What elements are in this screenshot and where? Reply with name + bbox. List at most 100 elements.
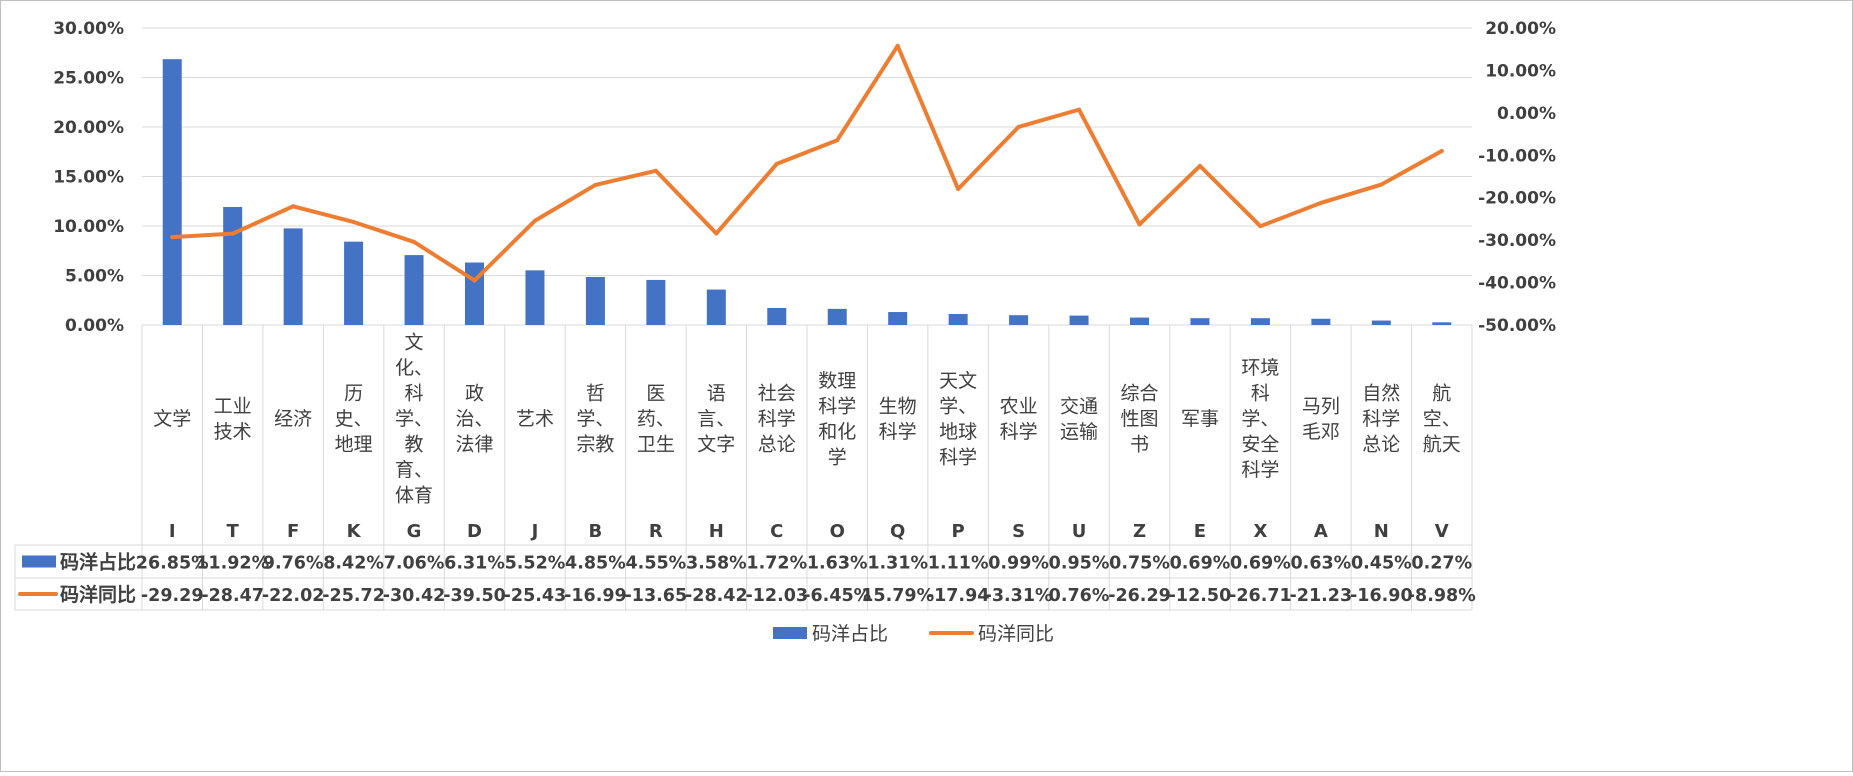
category-label: 马列 xyxy=(1302,395,1340,417)
legend-key-bar xyxy=(773,627,807,639)
right-axis-tick-label: 10.00% xyxy=(1485,61,1556,81)
right-axis-tick-label: 20.00% xyxy=(1485,19,1556,39)
category-code-label: J xyxy=(530,521,539,542)
bar-S xyxy=(1009,315,1029,325)
bar-J xyxy=(525,270,545,325)
table-cell-yoy: -21.23 xyxy=(1290,586,1353,606)
table-cell-yoy: -6.45% xyxy=(803,586,871,606)
category-code-label: D xyxy=(467,521,482,542)
category-label: 毛邓 xyxy=(1302,421,1340,443)
line-point-T xyxy=(230,231,235,236)
table-legend-key-bar xyxy=(22,555,56,568)
category-label: 语 xyxy=(707,383,726,405)
bar-G xyxy=(404,255,424,325)
bar-P xyxy=(948,314,968,325)
bar-K xyxy=(344,241,364,325)
bar-Z xyxy=(1130,317,1149,325)
category-label: 文 xyxy=(405,332,424,354)
category-label: 地球 xyxy=(939,421,977,443)
category-code-label: A xyxy=(1314,521,1328,542)
category-label: 安全 xyxy=(1241,434,1279,456)
category-label: 经济 xyxy=(274,408,312,430)
category-label: 自然 xyxy=(1362,383,1400,405)
category-label: 化、 xyxy=(395,357,433,379)
bar-C xyxy=(767,307,787,325)
category-code-label: H xyxy=(709,521,724,542)
bar-U xyxy=(1069,315,1089,325)
line-series-yoy xyxy=(170,43,1444,283)
category-label: 药、 xyxy=(637,408,675,430)
left-axis-tick-label: 0.00% xyxy=(65,316,124,336)
left-axis-tick-label: 15.00% xyxy=(53,168,124,188)
category-label: 学 xyxy=(828,446,847,468)
table-cell-yoy: -28.42 xyxy=(685,586,748,606)
table-cell-yoy: -13.65 xyxy=(625,586,688,606)
bar-N xyxy=(1371,320,1391,325)
category-label: 宗教 xyxy=(576,434,614,456)
table-cell-share: 0.69% xyxy=(1170,554,1231,574)
category-label: 科 xyxy=(405,383,424,405)
bar-F xyxy=(283,228,303,325)
left-axis-tick-label: 25.00% xyxy=(53,69,124,89)
line-point-P xyxy=(956,186,961,191)
category-label: 历 xyxy=(344,383,363,405)
category-code-label: Z xyxy=(1133,521,1146,542)
table-cell-yoy: -12.50 xyxy=(1169,586,1232,606)
table-cell-share: 6.31% xyxy=(444,554,505,574)
line-point-J xyxy=(532,218,537,223)
category-label: 学、 xyxy=(576,408,614,430)
category-label: 科 xyxy=(1251,383,1270,405)
bar-Q xyxy=(888,312,908,325)
line-point-R xyxy=(653,168,658,173)
table-cell-share: 4.85% xyxy=(565,554,626,574)
right-axis-tick-label: 0.00% xyxy=(1497,104,1556,124)
table-cell-yoy: -39.50 xyxy=(443,586,506,606)
category-label: 航天 xyxy=(1423,434,1461,456)
bar-I xyxy=(162,59,182,326)
category-label: 学、 xyxy=(1241,408,1279,430)
category-label: 生物 xyxy=(879,395,917,417)
table-cell-yoy: -8.98% xyxy=(1408,586,1476,606)
right-axis-tick-label: -10.00% xyxy=(1478,146,1556,166)
category-label: 环境 xyxy=(1241,357,1279,379)
table-cell-yoy: -16.99 xyxy=(564,586,627,606)
line-point-O xyxy=(835,138,840,143)
category-label: 科学 xyxy=(818,395,856,417)
category-label: 科学 xyxy=(939,446,977,468)
bar-E xyxy=(1190,318,1210,325)
bar-B xyxy=(585,276,605,325)
bar-X xyxy=(1250,318,1270,325)
line-point-K xyxy=(351,219,356,224)
bar-O xyxy=(827,308,847,325)
line-point-H xyxy=(714,231,719,236)
category-code-label: S xyxy=(1012,521,1025,542)
category-label: 天文 xyxy=(939,370,977,392)
table-cell-share: 7.06% xyxy=(384,554,445,574)
line-point-C xyxy=(774,161,779,166)
category-label: 治、 xyxy=(455,408,493,430)
left-axis-tick-label: 20.00% xyxy=(53,118,124,138)
line-point-G xyxy=(412,239,417,244)
table-cell-share: 0.75% xyxy=(1109,554,1170,574)
category-code-label: B xyxy=(589,521,603,542)
category-label: 学、 xyxy=(395,408,433,430)
category-code-label: P xyxy=(952,521,965,542)
right-axis-tick-label: -30.00% xyxy=(1478,231,1556,251)
category-label: 航 xyxy=(1432,383,1451,405)
table-cell-yoy: -17.94 xyxy=(927,586,990,606)
category-label: 卫生 xyxy=(637,434,675,456)
category-label: 育、 xyxy=(395,459,433,481)
table-cell-share: 1.63% xyxy=(807,554,868,574)
line-point-I xyxy=(170,235,175,240)
category-label: 地理 xyxy=(335,434,373,456)
line-point-X xyxy=(1258,224,1263,229)
table-cell-share: 1.11% xyxy=(928,554,989,574)
category-label: 性图 xyxy=(1120,408,1158,430)
line-point-B xyxy=(593,182,598,187)
category-label: 工业 xyxy=(214,395,252,417)
category-label: 综合 xyxy=(1120,383,1158,405)
table-cell-share: 0.45% xyxy=(1351,554,1412,574)
category-label: 文字 xyxy=(697,434,735,456)
line-point-S xyxy=(1016,124,1021,129)
